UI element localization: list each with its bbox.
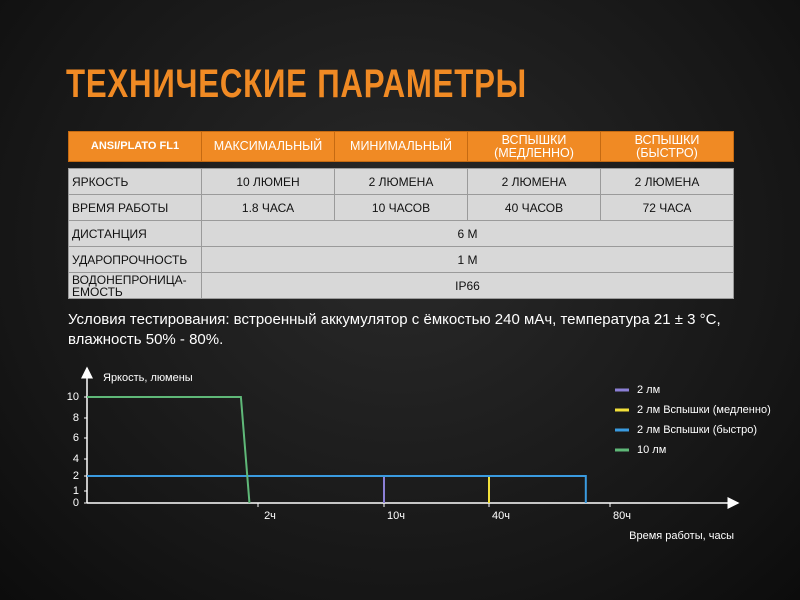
y-tick-label: 2 [73, 470, 79, 482]
legend-label: 2 лм Вспышки (медленно) [637, 404, 771, 416]
x-tick-label: 2ч [264, 510, 276, 522]
spec-table: ANSI/PLATO FL1 МАКСИМАЛЬНЫЙ МИНИМАЛЬНЫЙ … [68, 131, 734, 299]
cell: 1.8 ЧАСА [201, 194, 335, 221]
x-tick-label: 10ч [387, 510, 405, 522]
cell: 2 ЛЮМЕНА [334, 168, 468, 195]
row-label: ВОДОНЕПРОНИЦА-ЕМОСТЬ [68, 272, 202, 299]
cell: 72 ЧАСА [600, 194, 734, 221]
y-tick-label: 8 [73, 412, 79, 424]
y-tick-label: 1 [73, 485, 79, 497]
legend-label: 10 лм [637, 444, 666, 456]
header-cell: ANSI/PLATO FL1 [68, 131, 202, 162]
x-axis-label: Время работы, часы [629, 530, 734, 542]
row-label: ДИСТАНЦИЯ [68, 220, 202, 247]
y-tick-label: 4 [73, 453, 79, 465]
header-cell: МАКСИМАЛЬНЫЙ [201, 131, 335, 162]
row-label: ВРЕМЯ РАБОТЫ [68, 194, 202, 221]
series-line [87, 475, 587, 503]
cell: 10 ЧАСОВ [334, 194, 468, 221]
cell: 6 М [201, 220, 734, 247]
cell: IP66 [201, 272, 734, 299]
legend-label: 2 лм [637, 384, 660, 396]
series-line [87, 396, 251, 504]
series-line [87, 475, 385, 503]
title: ТЕХНИЧЕСКИЕ ПАРАМЕТРЫ [66, 62, 528, 106]
y-axis-label: Яркость, люмены [103, 372, 193, 384]
y-tick-label: 10 [67, 391, 79, 403]
header-cell: ВСПЫШКИ (МЕДЛЕННО) [467, 131, 601, 162]
series-line [87, 475, 490, 503]
header-cell: ВСПЫШКИ (БЫСТРО) [600, 131, 734, 162]
x-tick-label: 40ч [492, 510, 510, 522]
y-tick-label: 0 [73, 497, 79, 509]
y-tick-label: 6 [73, 432, 79, 444]
cell: 2 ЛЮМЕНА [600, 168, 734, 195]
cell: 2 ЛЮМЕНА [467, 168, 601, 195]
legend-label: 2 лм Вспышки (быстро) [637, 424, 757, 436]
test-note: Условия тестирования: встроенный аккумул… [68, 311, 721, 348]
cell: 1 М [201, 246, 734, 273]
row-label: ЯРКОСТЬ [68, 168, 202, 195]
x-tick-label: 80ч [613, 510, 631, 522]
header-cell: МИНИМАЛЬНЫЙ [334, 131, 468, 162]
cell: 40 ЧАСОВ [467, 194, 601, 221]
